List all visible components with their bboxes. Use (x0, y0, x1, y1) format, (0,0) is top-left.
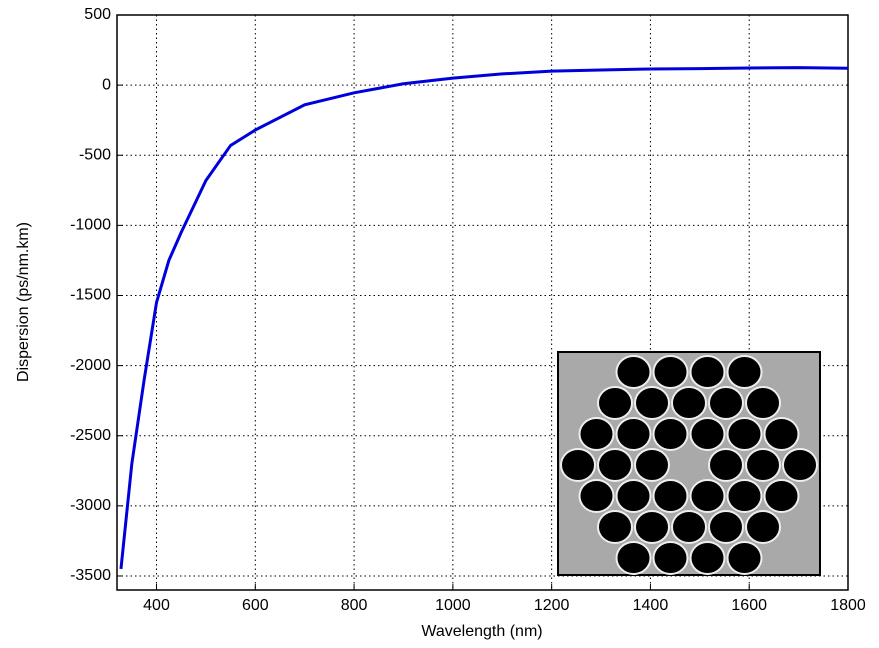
y-tick-label: -2500 (70, 427, 111, 444)
air-hole (745, 386, 781, 420)
y-tick-label: -1000 (70, 217, 111, 234)
x-tick-label: 1800 (830, 597, 866, 614)
y-tick-label: -1500 (70, 287, 111, 304)
air-hole (708, 448, 744, 482)
air-hole (689, 541, 726, 575)
y-axis-label: Dispersion (ps/nm.km) (15, 222, 32, 382)
air-hole (689, 479, 726, 513)
air-hole (689, 355, 726, 389)
air-hole (763, 417, 800, 451)
x-tick-label: 1400 (633, 597, 669, 614)
x-tick-label: 800 (341, 597, 368, 614)
air-hole (597, 386, 633, 420)
air-hole (689, 417, 726, 451)
air-hole (652, 417, 689, 451)
x-tick-label: 600 (242, 597, 269, 614)
data-line (119, 66, 849, 570)
air-hole (652, 541, 689, 575)
y-tick-label: 500 (84, 6, 111, 23)
air-hole (671, 386, 707, 420)
y-tick-label: -3500 (70, 567, 111, 584)
air-hole (597, 510, 633, 544)
air-hole (763, 479, 800, 513)
air-hole (634, 448, 670, 482)
air-hole (726, 355, 763, 389)
air-hole (726, 417, 763, 451)
x-tick-label: 1600 (731, 597, 767, 614)
air-hole (578, 479, 615, 513)
air-hole (597, 448, 633, 482)
air-hole (726, 479, 763, 513)
air-hole (726, 541, 763, 575)
x-tick-label: 400 (143, 597, 170, 614)
y-tick-label: -3000 (70, 497, 111, 514)
air-hole (652, 355, 689, 389)
air-hole (615, 541, 652, 575)
air-hole (560, 448, 596, 482)
air-hole (708, 510, 744, 544)
y-tick-label: 0 (102, 76, 111, 93)
air-hole (708, 386, 744, 420)
y-tick-label: -500 (79, 146, 111, 163)
inset-image (557, 351, 821, 576)
air-hole (745, 448, 781, 482)
air-hole (671, 510, 707, 544)
air-hole (615, 355, 652, 389)
y-tick-label: -2000 (70, 357, 111, 374)
air-hole (652, 479, 689, 513)
axes-frame (116, 14, 849, 591)
air-hole (782, 448, 818, 482)
x-tick-label: 1000 (435, 597, 471, 614)
air-hole (745, 510, 781, 544)
air-hole (634, 510, 670, 544)
x-axis-label: Wavelength (nm) (421, 623, 542, 640)
air-hole (578, 417, 615, 451)
x-tick-label: 1200 (534, 597, 570, 614)
air-hole (634, 386, 670, 420)
plot-area: -3500 -3000 -2500 -2000 -1500 -1000 -500 0 500 40… (70, 6, 866, 614)
air-hole (615, 479, 652, 513)
air-hole (615, 417, 652, 451)
